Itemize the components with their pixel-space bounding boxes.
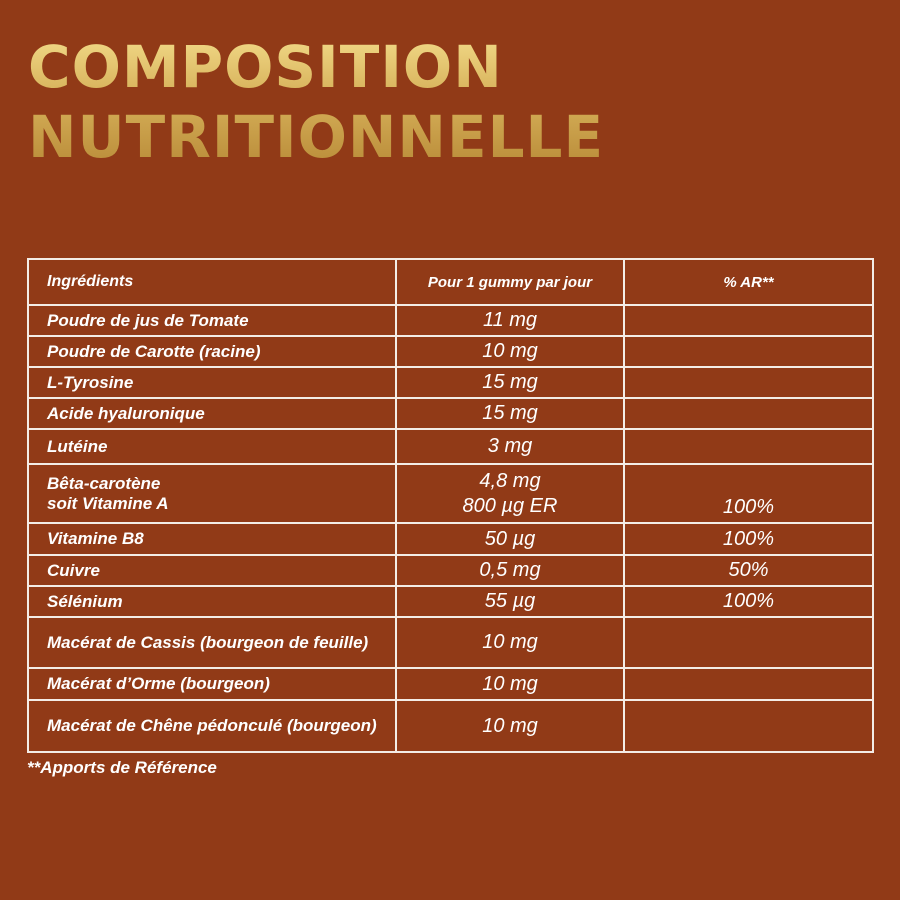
- table-row: L-Tyrosine 15 mg: [27, 366, 874, 399]
- ingredient-text: Lutéine: [47, 436, 108, 456]
- amount-cell: 15 mg: [395, 397, 625, 430]
- header-row: Ingrédients Pour 1 gummy par jour% AR**: [27, 258, 874, 306]
- column-header: Pour 1 gummy par jour: [395, 258, 625, 306]
- amount-cell: 55 µg: [395, 585, 625, 618]
- title: COMPOSITION NUTRITIONNELLE: [28, 32, 604, 172]
- amount-cell: 10 mg: [395, 699, 625, 753]
- amount-cell: 10 mg: [395, 335, 625, 368]
- ingredient-text: Poudre de Carotte (racine): [47, 341, 261, 361]
- amount-text: 10 mg: [482, 714, 538, 737]
- ar-cell: 100%: [623, 522, 874, 556]
- ar-cell: 50%: [623, 554, 874, 587]
- ar-cell: 100%: [623, 463, 874, 524]
- ar-cell: [623, 335, 874, 368]
- amount-text: 800 µg ER: [462, 494, 558, 517]
- ar-text: 50%: [728, 559, 769, 581]
- amount-text: 11 mg: [482, 309, 538, 331]
- ingredient-cell: Macérat d’Orme (bourgeon): [27, 667, 397, 701]
- amount-cell: 3 mg: [395, 428, 625, 465]
- ingredient-cell: Poudre de jus de Tomate: [27, 304, 397, 337]
- ingredient-cell: Macérat de Chêne pédonculé (bourgeon): [27, 699, 397, 753]
- amount-text: 50 µg: [484, 527, 536, 550]
- table-row: Acide hyaluronique 15 mg: [27, 397, 874, 430]
- title-line: COMPOSITION: [28, 33, 503, 101]
- amount-cell: 10 mg: [395, 667, 625, 701]
- amount-text: 55 µg: [484, 590, 536, 612]
- nutrition-table: Ingrédients Pour 1 gummy par jour% AR** P…: [27, 258, 874, 753]
- ingredient-text: Sélénium: [47, 591, 123, 611]
- ar-cell: [623, 616, 874, 669]
- amount-text: 15 mg: [482, 371, 538, 393]
- amount-text: 4,8 mg: [479, 469, 541, 492]
- column-header: Ingrédients: [27, 258, 397, 306]
- amount-cell: 10 mg: [395, 616, 625, 669]
- amount-text: 10 mg: [482, 672, 538, 695]
- table-row: Macérat de Chêne pédonculé (bourgeon) 10 …: [27, 699, 874, 753]
- ingredient-cell: L-Tyrosine: [27, 366, 397, 399]
- table-row: Sélénium 55 µg 100%: [27, 585, 874, 618]
- table-row: Cuivre 0,5 mg 50%: [27, 554, 874, 587]
- table-row: Lutéine 3 mg: [27, 428, 874, 465]
- ingredient-cell: Cuivre: [27, 554, 397, 587]
- ar-cell: [623, 304, 874, 337]
- amount-text: 0,5 mg: [479, 559, 541, 581]
- ingredient-text: Macérat de Cassis (bourgeon de feuille): [47, 632, 369, 652]
- ar-cell: [623, 397, 874, 430]
- ingredient-text: L-Tyrosine: [47, 372, 134, 392]
- table-row: Poudre de Carotte (racine) 10 mg: [27, 335, 874, 368]
- ingredient-text: Acide hyaluronique: [47, 403, 205, 423]
- table-body: Poudre de jus de Tomate 11 mg Poudre de Ca…: [27, 304, 874, 753]
- amount-text: 3 mg: [487, 435, 533, 457]
- table-head: Ingrédients Pour 1 gummy par jour% AR**: [27, 258, 874, 306]
- ingredient-cell: Sélénium: [27, 585, 397, 618]
- table-row: Poudre de jus de Tomate 11 mg: [27, 304, 874, 337]
- ingredient-text: Macérat de Chêne pédonculé (bourgeon): [47, 716, 377, 735]
- ar-text: 100%: [722, 496, 775, 518]
- amount-text: 15 mg: [482, 402, 538, 424]
- ingredient-text: Poudre de jus de Tomate: [47, 310, 249, 330]
- table-row: Macérat de Cassis (bourgeon de feuille) 1…: [27, 616, 874, 669]
- column-header: % AR**: [623, 258, 874, 306]
- amount-cell: 50 µg: [395, 522, 625, 556]
- ar-cell: [623, 699, 874, 753]
- title-line: NUTRITIONNELLE: [28, 103, 605, 171]
- amount-cell: 15 mg: [395, 366, 625, 399]
- ingredient-text: Vitamine B8: [47, 529, 144, 548]
- ingredient-cell: Lutéine: [27, 428, 397, 465]
- table-row: Macérat d’Orme (bourgeon) 10 mg: [27, 667, 874, 701]
- ingredient-cell: Acide hyaluronique: [27, 397, 397, 430]
- amount-text: 10 mg: [482, 631, 538, 653]
- table-row: Bêta-carotène soit Vitamine A 4,8 mg 800 µg…: [27, 463, 874, 524]
- ingredient-cell: Poudre de Carotte (racine): [27, 335, 397, 368]
- ingredient-text: Bêta-carotène: [47, 473, 161, 493]
- ingredient-cell: Macérat de Cassis (bourgeon de feuille): [27, 616, 397, 669]
- ar-text: 100%: [722, 528, 775, 550]
- table-row: Vitamine B8 50 µg 100%: [27, 522, 874, 556]
- amount-cell: 0,5 mg: [395, 554, 625, 587]
- amount-cell: 4,8 mg 800 µg ER: [395, 463, 625, 524]
- ar-text: 100%: [722, 590, 775, 612]
- ar-cell: 100%: [623, 585, 874, 618]
- ingredient-cell: Vitamine B8: [27, 522, 397, 556]
- ingredient-text: Cuivre: [47, 560, 100, 580]
- ar-cell: [623, 667, 874, 701]
- ingredient-cell: Bêta-carotène soit Vitamine A: [27, 463, 397, 524]
- ingredient-text: soit Vitamine A: [47, 493, 169, 513]
- ingredient-text: Macérat d’Orme (bourgeon): [47, 674, 270, 693]
- ar-cell: [623, 366, 874, 399]
- ar-cell: [623, 428, 874, 465]
- amount-cell: 11 mg: [395, 304, 625, 337]
- footnote: **Apports de Référence: [27, 758, 217, 777]
- amount-text: 10 mg: [482, 340, 538, 362]
